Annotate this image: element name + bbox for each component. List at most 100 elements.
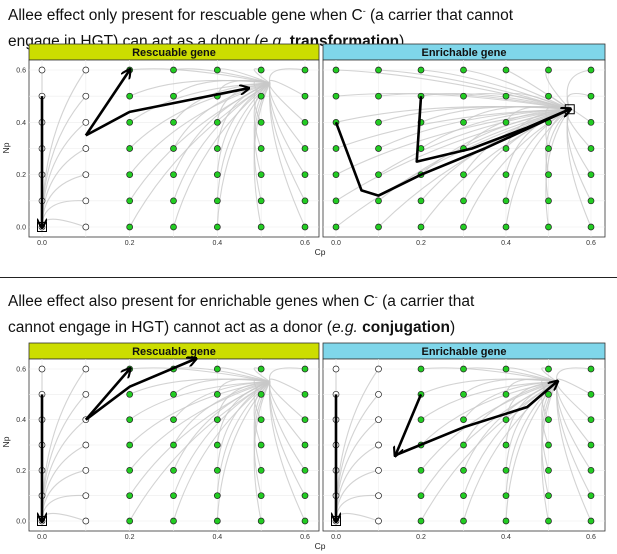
rescued-point (502, 466, 510, 474)
x-tick-label: 0.0 (331, 534, 341, 541)
rescued-point (502, 416, 510, 424)
panel-top-left: Rescuable gene 0.0 0.2 0.4 0.6 0.0 0.2 0.4 0.6 Np… (1, 43, 326, 257)
trajectory-line (216, 378, 271, 395)
rescued-point (587, 492, 595, 500)
rescued-point (460, 223, 467, 231)
trajectory-line (253, 381, 271, 446)
rescued-point (301, 492, 309, 500)
trajectory-line (505, 108, 571, 228)
example-trajectory-arrow (84, 70, 130, 137)
trajectory-line (335, 108, 570, 228)
rescued-point (126, 492, 134, 500)
trajectory-line (268, 68, 306, 84)
rescued-point (417, 492, 425, 500)
rescued-point (126, 517, 134, 525)
example-trajectory-arrow (84, 369, 130, 421)
trajectory-line (129, 381, 271, 471)
x-tick-label: 0.4 (501, 240, 511, 247)
rescued-point (257, 492, 265, 500)
trajectory-line (173, 68, 271, 84)
trajectory-line (253, 82, 271, 123)
lost-point (82, 517, 90, 525)
rescued-point (332, 223, 340, 231)
rescued-point (170, 441, 177, 449)
rescued-point (170, 223, 177, 231)
trajectory-line (420, 69, 570, 110)
trajectory-line (216, 381, 270, 420)
rescued-point (502, 517, 510, 525)
rescued-point (257, 66, 265, 74)
rescued-point (257, 365, 265, 373)
rescued-point (332, 145, 340, 152)
rescued-point (502, 171, 510, 179)
rescued-point (257, 197, 265, 205)
rescued-point (587, 517, 595, 525)
rescued-point (460, 390, 467, 398)
rescued-point (301, 365, 309, 373)
example-trajectory-arrow (395, 382, 558, 457)
rescued-point (257, 118, 265, 126)
x-tick-label: 0.0 (37, 240, 47, 247)
rescued-point (502, 223, 510, 231)
trajectory-line (216, 381, 271, 471)
rescued-point (587, 118, 595, 126)
trajectory-line (253, 79, 271, 97)
lost-point (82, 92, 90, 100)
rescued-point (587, 145, 595, 152)
example-trajectory-arrow (396, 393, 423, 455)
rescued-point (213, 145, 221, 152)
lost-point (38, 66, 46, 74)
lost-point (82, 145, 90, 152)
rescued-point (502, 66, 510, 74)
bottom-heading-line1: Allee effect also present for enrichable… (8, 284, 613, 315)
bottom-heading-mechanism: conjugation (362, 319, 450, 337)
rescued-point (301, 118, 309, 126)
trajectory-line (420, 381, 558, 446)
trajectory-line (268, 381, 306, 446)
trajectory-line (420, 367, 558, 383)
trajectory-line (463, 69, 570, 110)
x-tick-label: 0.2 (416, 240, 426, 247)
y-tick-label: 0.4 (16, 120, 26, 127)
strip-title-top-right: Enrichable gene (422, 47, 507, 59)
rescued-point (126, 466, 134, 474)
rescued-point (460, 492, 467, 500)
lost-point (375, 441, 382, 449)
rescued-point (170, 492, 177, 500)
rescued-point (417, 223, 425, 231)
rescued-point (545, 416, 552, 424)
example-trajectory-arrow (334, 109, 570, 197)
rescued-point (257, 145, 265, 152)
rescued-point (375, 118, 382, 126)
trajectory-line (463, 108, 570, 175)
y-tick-label: 0.4 (16, 417, 26, 424)
rescued-point (587, 365, 595, 373)
trajectory-line (253, 381, 271, 420)
rescued-point (502, 492, 510, 500)
trajectory-line (420, 381, 558, 471)
top-heading-line1-text: Allee effect only present for rescuable … (8, 7, 363, 25)
rescued-point (545, 492, 552, 500)
rescued-point (170, 416, 177, 424)
lost-point (375, 365, 382, 373)
rescued-point (170, 171, 177, 179)
rescued-point (502, 365, 510, 373)
rescued-point (545, 517, 552, 525)
trajectory-line (216, 82, 271, 175)
rescued-point (460, 365, 467, 373)
trajectory-line (216, 79, 271, 97)
x-tick-label: 0.2 (125, 534, 135, 541)
bottom-heading-line2-close: ) (449, 319, 456, 337)
lost-point (82, 223, 90, 231)
rescued-point (587, 171, 595, 179)
lost-point (82, 466, 90, 474)
rescued-point (170, 118, 177, 126)
bottom-heading-superscript: - (374, 292, 378, 302)
rescued-point (502, 145, 510, 152)
rescued-point (375, 66, 382, 74)
rescued-point (213, 466, 221, 474)
top-heading-line1-rest: (a carrier that cannot (365, 7, 514, 25)
lost-point (82, 390, 90, 398)
x-tick-label: 0.0 (37, 534, 47, 541)
rescued-point (545, 145, 552, 152)
